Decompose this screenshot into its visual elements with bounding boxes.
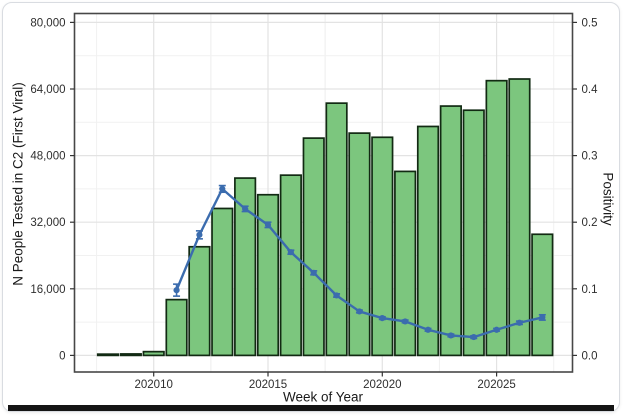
bar-week-202027 (531, 233, 554, 357)
bar-week-202016 (279, 174, 302, 357)
positivity-point-202019 (356, 308, 363, 315)
y-right-tick-label: 0.0 (582, 350, 598, 362)
bar-week-202015 (256, 193, 280, 357)
bar-week-202009 (119, 353, 142, 357)
positivity-point-202011 (173, 287, 180, 294)
positivity-point-202020 (379, 315, 386, 322)
positivity-point-202015 (264, 221, 272, 228)
positivity-point-202022 (424, 326, 432, 333)
y-left-tick-label: 32,000 (30, 217, 65, 229)
y-right-tick-label: 0.4 (582, 84, 599, 96)
y-right-tick-label: 0.1 (582, 284, 598, 296)
bar-week-202019 (348, 132, 371, 357)
y-right-tick-label: 0.5 (582, 17, 598, 29)
figure-card: 0 16,000 32,000 48,000 64,000 80,000 0.0 0.1 0.2… (2, 2, 620, 412)
positivity-point-202025 (493, 326, 500, 333)
chart-canvas: 0 16,000 32,000 48,000 64,000 80,000 0.0 0.1 0.2… (30, 12, 598, 391)
positivity-point-202026 (516, 319, 523, 326)
bars-layer (96, 78, 554, 357)
positivity-point-202016 (287, 249, 294, 256)
y-left-tick-label: 48,000 (30, 151, 65, 163)
positivity-point-202018 (333, 292, 340, 299)
y-axis-right-title: Positivity (600, 172, 616, 226)
panel-border-layer (73, 12, 574, 373)
y-left-tick-label: 0 (59, 350, 65, 362)
bar-week-202011 (165, 298, 188, 357)
positivity-point-202017 (310, 269, 317, 276)
y-right-tick-label: 0.2 (582, 217, 598, 229)
bar-week-202010 (142, 350, 165, 357)
x-tick-label: 202025 (477, 379, 515, 391)
bar-week-202023 (439, 105, 462, 357)
positivity-point-202012 (196, 231, 203, 238)
y-left-tick-label: 64,000 (30, 84, 65, 96)
bar-week-202018 (325, 102, 348, 357)
bar-week-202025 (485, 79, 508, 357)
bar-week-202022 (416, 125, 440, 357)
x-tick-label: 202020 (363, 379, 401, 391)
positivity-point-202024 (470, 333, 477, 341)
y-axis-left-title: N People Tested in C2 (First Viral) (10, 82, 26, 286)
bar-week-202020 (371, 136, 394, 357)
x-axis-title: Week of Year (282, 389, 364, 405)
y-left-tick-label: 80,000 (30, 17, 65, 29)
positivity-point-202014 (242, 205, 249, 212)
axis-ticks (70, 21, 577, 377)
bar-week-202024 (462, 109, 485, 357)
bar-week-202013 (211, 207, 234, 357)
bar-week-202012 (188, 245, 211, 357)
axis-tick-labels: 0 16,000 32,000 48,000 64,000 80,000 0.0 0.1 0.2… (30, 17, 598, 391)
bottom-divider (8, 405, 614, 411)
positivity-point-202027 (539, 314, 546, 321)
bar-week-202026 (508, 78, 531, 357)
bar-week-202014 (234, 177, 257, 357)
bar-week-202021 (394, 170, 417, 357)
positivity-point-202023 (447, 332, 454, 339)
positivity-point-202013 (219, 185, 226, 192)
y-left-tick-label: 16,000 (30, 284, 65, 296)
x-tick-label: 202010 (135, 379, 173, 391)
points-layer (173, 185, 546, 341)
positivity-point-202021 (402, 318, 409, 325)
y-right-tick-label: 0.3 (582, 151, 598, 163)
x-tick-label: 202015 (249, 379, 287, 391)
bar-week-202008 (96, 353, 120, 357)
panel-border (73, 12, 574, 373)
bar-week-202017 (302, 137, 325, 357)
